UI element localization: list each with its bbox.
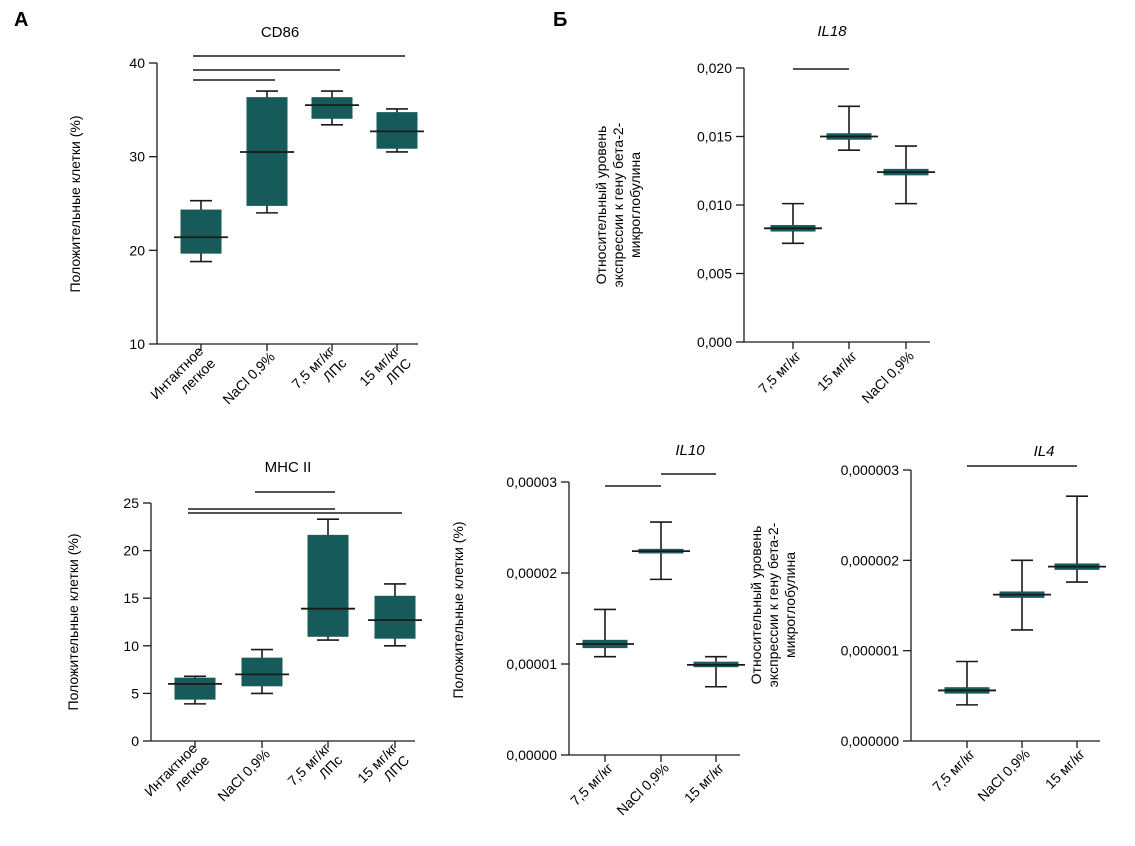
y-tick-label: 0 [131, 733, 139, 749]
chart-5: IL4 0,000000 0,000001 0,000002 0,000003 Относ… [748, 443, 1106, 804]
y-tick-label: 20 [129, 242, 145, 258]
y-axis-label: микроглобулина [627, 152, 643, 258]
y-tick-label: 10 [129, 336, 145, 352]
box-1 [938, 660, 996, 706]
x-category-line: NaCl 0,9% [219, 349, 278, 408]
x-category-label: 15 мг/кг [814, 348, 860, 394]
charts-container: CD86 10 20 30 40 Положительные клетки (%) Инта… [65, 23, 1106, 818]
y-tick-label: 15 [123, 590, 139, 606]
box-3 [687, 655, 745, 688]
box-3 [1048, 495, 1106, 583]
box-body [180, 209, 222, 254]
y-tick-label: 0,00002 [506, 565, 557, 581]
x-category-line: 7,5 мг/кг [567, 760, 616, 809]
x-category-label: NaCl 0,9% [219, 349, 278, 408]
y-tick-label: 0,000001 [841, 643, 900, 659]
box-3 [305, 90, 359, 126]
x-category-label: 7,5 мг/кг [929, 746, 978, 795]
x-category-line: 7,5 мг/кг [929, 746, 978, 795]
y-axis-label: Положительные клетки (%) [65, 534, 81, 711]
y-axis-label: экспрессии к гену бета-2- [765, 522, 781, 687]
x-category-label: 15 мг/кгЛПС [354, 740, 412, 798]
y-tick-label: 30 [129, 149, 145, 165]
x-category-line: 15 мг/кг [814, 348, 860, 394]
box-2 [240, 90, 294, 214]
chart-title: CD86 [261, 24, 299, 41]
y-tick-label: 0,00000 [506, 747, 557, 763]
y-tick-label: 0,015 [697, 129, 732, 145]
y-tick-label: 0,000003 [841, 462, 900, 478]
box-4 [368, 583, 422, 647]
y-axis-label: микроглобулина [782, 552, 798, 658]
chart-2: MHC II 0 5 10 15 20 25 Положительные клетки (%)… [65, 459, 422, 811]
chart-title: IL4 [1034, 443, 1055, 460]
x-category-line: 15 мг/кг [1042, 746, 1088, 792]
y-axis-label: Относительный уровень [748, 526, 764, 685]
y-tick-label: 0,00003 [506, 474, 557, 490]
box-body [376, 112, 418, 149]
box-1 [174, 199, 228, 263]
chart-title: IL10 [675, 442, 705, 459]
box-3 [877, 145, 935, 205]
x-category-label: 15 мг/кг [1042, 746, 1088, 792]
x-category-line: NaCl 0,9% [858, 348, 917, 407]
box-2 [820, 105, 878, 151]
y-tick-label: 0,000000 [841, 733, 900, 749]
x-category-label: Интактноелегкое [147, 343, 218, 414]
box-1 [764, 202, 822, 245]
box-body [311, 97, 353, 119]
chart-1: CD86 10 20 30 40 Положительные клетки (%) Инта… [67, 24, 424, 414]
x-category-line: NaCl 0,9% [613, 760, 672, 819]
box-body [174, 677, 216, 700]
box-2 [632, 521, 690, 581]
x-category-line: 15 мг/кг [681, 760, 727, 806]
y-tick-label: 0,020 [697, 60, 732, 76]
chart-3: IL18 0,000 0,005 0,010 0,015 0,020 Относительн… [593, 23, 935, 406]
x-category-line: NaCl 0,9% [974, 746, 1033, 805]
y-tick-label: 25 [123, 495, 139, 511]
y-tick-label: 0,010 [697, 197, 732, 213]
y-tick-label: 0,000002 [841, 552, 900, 568]
x-category-line: 7,5 мг/кг [755, 348, 804, 397]
y-tick-label: 40 [129, 55, 145, 71]
x-category-label: 7,5 мг/кг [567, 760, 616, 809]
x-category-label: 7,5 мг/кгЛПс [288, 343, 349, 404]
x-category-label: NaCl 0,9% [214, 746, 273, 805]
x-category-line: NaCl 0,9% [214, 746, 273, 805]
x-category-label: 15 мг/кгЛПС [356, 343, 414, 401]
chart-4: IL10 0,00000 0,00001 0,00002 0,00003 Положите… [450, 442, 745, 818]
box-1 [576, 608, 634, 658]
x-category-label: NaCl 0,9% [858, 348, 917, 407]
box-4 [370, 108, 424, 153]
x-category-label: Интактноелегкое [141, 740, 212, 811]
chart-title: IL18 [817, 23, 847, 40]
panel-letter-b: Б [553, 9, 567, 31]
box-1 [168, 675, 222, 705]
panel-letter-a: А [14, 9, 28, 31]
box-body [374, 595, 416, 639]
y-axis-label: Относительный уровень [593, 126, 609, 285]
y-tick-label: 20 [123, 543, 139, 559]
y-tick-label: 10 [123, 638, 139, 654]
x-category-label: NaCl 0,9% [974, 746, 1033, 805]
box-3 [301, 518, 355, 641]
x-category-label: NaCl 0,9% [613, 760, 672, 819]
y-tick-label: 0,000 [697, 334, 732, 350]
x-category-label: 15 мг/кг [681, 760, 727, 806]
y-tick-label: 5 [131, 685, 139, 701]
x-category-label: 7,5 мг/кгЛПс [284, 740, 345, 801]
y-axis-label: Положительные клетки (%) [67, 116, 83, 293]
box-body [307, 534, 349, 637]
chart-title: MHC II [265, 459, 312, 476]
box-body [241, 657, 283, 687]
y-tick-label: 0,005 [697, 266, 732, 282]
x-category-label: 7,5 мг/кг [755, 348, 804, 397]
y-axis-label: Положительные клетки (%) [450, 522, 466, 699]
box-2 [235, 648, 289, 695]
box-2 [993, 559, 1051, 631]
y-tick-label: 0,00001 [506, 656, 557, 672]
y-axis-label: экспрессии к гену бета-2- [610, 122, 626, 287]
